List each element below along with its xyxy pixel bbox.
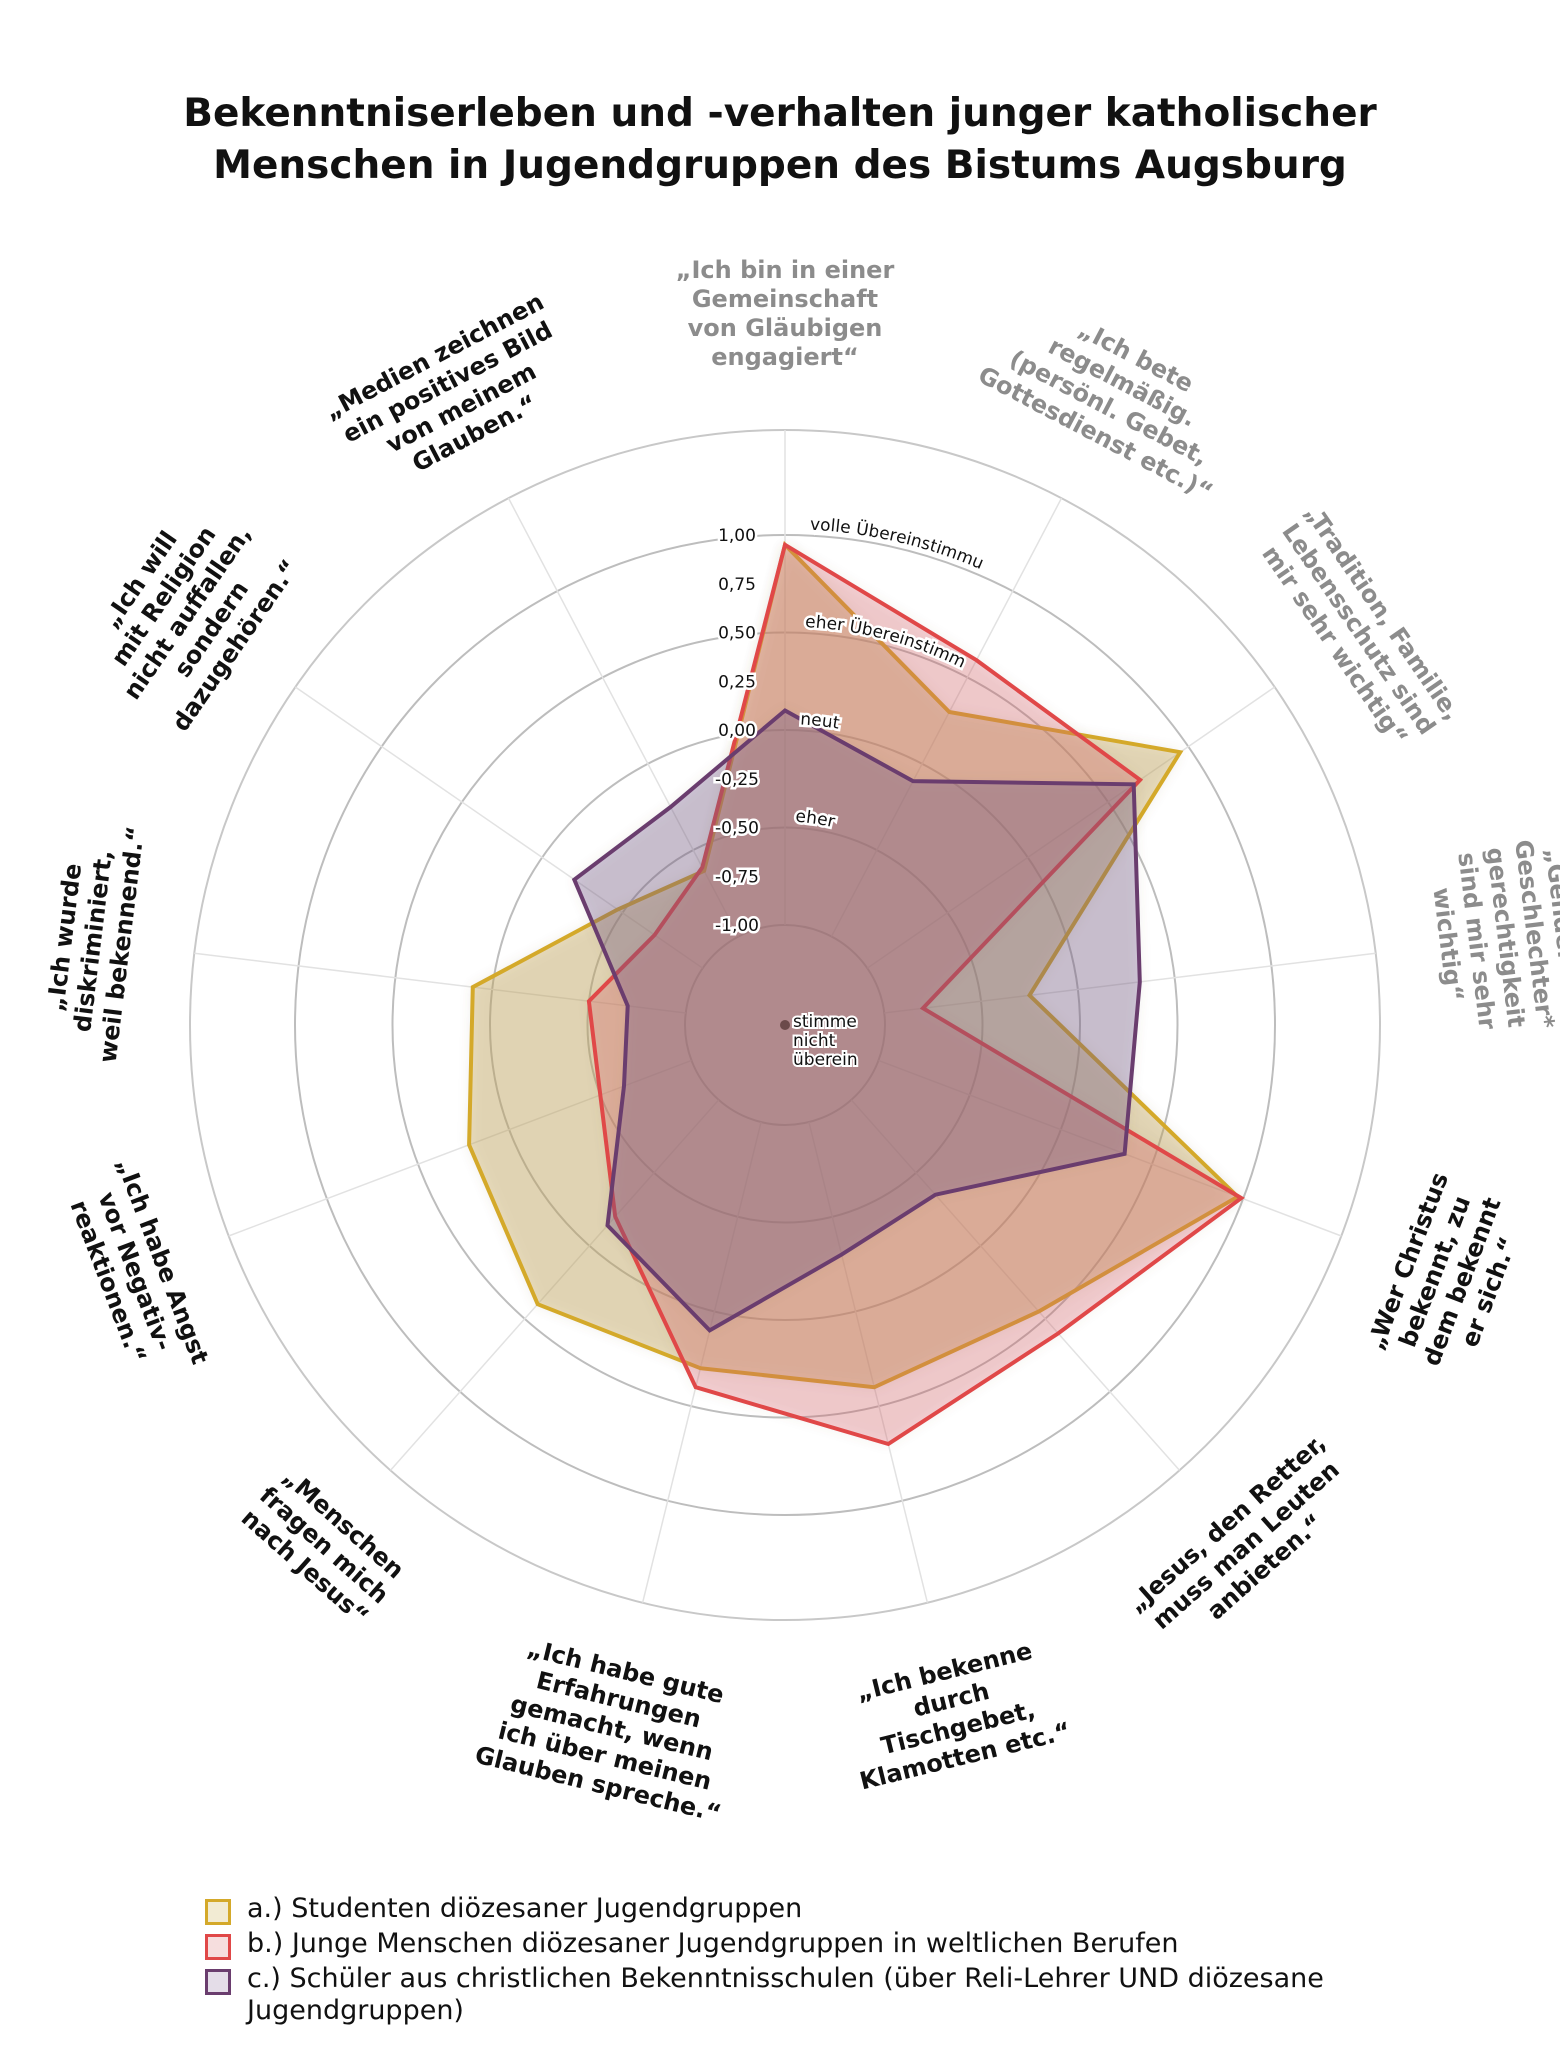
category-label-line: von Gläubigen [688, 314, 883, 342]
tick-label: -0,50 [715, 819, 759, 839]
category-label-line: Lebensschutz sind [1276, 518, 1441, 739]
category-label-line: engagiert“ [711, 343, 859, 371]
legend-label-b: b.) Junge Menschen diözesaner Jugendgrup… [247, 1928, 1179, 1959]
title-line-2: Menschen in Jugendgruppen des Bistums Au… [213, 143, 1347, 188]
legend: a.) Studenten diözesaner Jugendgruppen b… [205, 1893, 1405, 2030]
tick-label: 0,25 [718, 672, 756, 692]
legend-label-c: c.) Schüler aus christlichen Bekenntniss… [247, 1963, 1324, 2026]
legend-item-a: a.) Studenten diözesaner Jugendgruppen [205, 1893, 1405, 1925]
category-label: „Jesus, den Retter,muss man Leutenanbiet… [1122, 1429, 1345, 1635]
radar-series [467, 540, 1245, 1447]
chart-title: Bekenntniserleben und -verhalten junger … [0, 88, 1560, 192]
category-label: „Gender*- &Geschlechter*gerechtigkeitsin… [1427, 838, 1560, 1031]
title-line-1: Bekenntniserleben und -verhalten junger … [183, 91, 1377, 136]
tick-label: 0,75 [718, 575, 756, 595]
legend-item-b: b.) Junge Menschen diözesaner Jugendgrup… [205, 1928, 1405, 1960]
legend-swatch-c [205, 1969, 231, 1995]
series-area [574, 710, 1140, 1331]
ring-label-text: nicht [793, 1031, 836, 1051]
legend-swatch-b [205, 1934, 231, 1960]
category-label-line: Gemeinschaft [692, 285, 878, 313]
ring-label-text: stimme [793, 1012, 857, 1032]
tick-label: 0,50 [718, 624, 756, 644]
tick-label: 0,00 [718, 721, 756, 741]
legend-item-c: c.) Schüler aus christlichen Bekenntniss… [205, 1963, 1405, 2027]
tick-label: 1,00 [718, 526, 756, 546]
legend-label-a: a.) Studenten diözesaner Jugendgruppen [247, 1893, 803, 1924]
center-dot [780, 1020, 790, 1030]
category-label-line: muss man Leuten [1147, 1455, 1345, 1634]
tick-label: -0,75 [715, 867, 759, 887]
legend-swatch-a [205, 1899, 231, 1925]
tick-label: -0,25 [715, 770, 759, 790]
category-label-line: „Ich bin in einer [676, 256, 895, 284]
series-c [571, 708, 1142, 1333]
ring-label-text: überein [793, 1050, 858, 1070]
series-line [571, 708, 1142, 1333]
tick-label: -1,00 [715, 916, 759, 936]
category-label: „Tradition, Familie,Lebensschutz sindmir… [1256, 500, 1466, 751]
